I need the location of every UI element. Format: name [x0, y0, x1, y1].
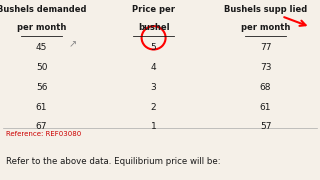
Text: bushel: bushel: [138, 23, 169, 32]
Text: 57: 57: [260, 122, 271, 131]
Text: 1: 1: [151, 122, 156, 131]
Text: 45: 45: [36, 43, 47, 52]
Text: per month: per month: [17, 23, 66, 32]
Text: 73: 73: [260, 63, 271, 72]
Text: 61: 61: [36, 103, 47, 112]
Text: 4: 4: [151, 63, 156, 72]
Text: Bushels demanded: Bushels demanded: [0, 5, 86, 14]
Text: 67: 67: [36, 122, 47, 131]
Text: per month: per month: [241, 23, 290, 32]
Text: Reference: REF03080: Reference: REF03080: [6, 131, 82, 137]
Text: 68: 68: [260, 83, 271, 92]
Text: 61: 61: [260, 103, 271, 112]
Text: Price per: Price per: [132, 5, 175, 14]
Text: 77: 77: [260, 43, 271, 52]
Text: $\nearrow$: $\nearrow$: [67, 40, 78, 50]
Text: Refer to the above data. Equilibrium price will be:: Refer to the above data. Equilibrium pri…: [6, 157, 221, 166]
Text: 2: 2: [151, 103, 156, 112]
Text: 50: 50: [36, 63, 47, 72]
Text: Bushels supp lied: Bushels supp lied: [224, 5, 307, 14]
Text: 5: 5: [151, 43, 156, 52]
Text: 56: 56: [36, 83, 47, 92]
Text: 3: 3: [151, 83, 156, 92]
